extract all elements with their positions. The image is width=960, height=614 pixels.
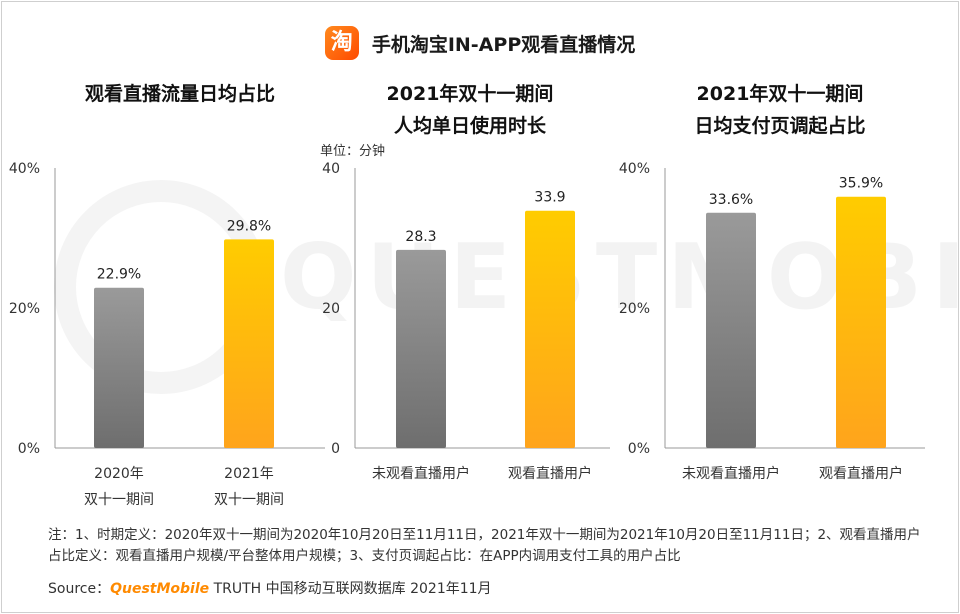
panel-1-title-line-1: 观看直播流量日均占比 (84, 83, 275, 105)
source-brand: QuestMobile (110, 581, 210, 597)
taobao-logo-icon: 淘 (324, 26, 359, 60)
source-line: Source：QuestMobile TRUTH 中国移动互联网数据库 2021… (48, 578, 492, 598)
panel-3-y-tick-label: 20% (619, 301, 650, 317)
panel-3-bar-1-value-label: 33.6% (709, 192, 753, 208)
panel-3-category-label: 未观看直播用户 (682, 465, 780, 482)
panel-2-bar-2 (525, 210, 575, 448)
panel-2-title-line-1: 2021年双十一期间 (386, 83, 554, 105)
panel-3-bar-2-value-label: 35.9% (839, 176, 883, 192)
panel-2-y-tick-label: 20 (322, 301, 340, 317)
source-suffix: TRUTH 中国移动互联网数据库 2021年11月 (209, 581, 492, 597)
panel-1-category-label: 2020年 (94, 466, 144, 482)
panel-3-bar-2 (836, 196, 886, 448)
panel-1-title: 观看直播流量日均占比 (30, 78, 330, 110)
panel-2-category-label: 未观看直播用户 (372, 465, 470, 482)
footnote: 注：1、时期定义：2020年双十一期间为2020年10月20日至11月11日，2… (48, 527, 921, 564)
panel-2-bar-1-value-label: 28.3 (405, 229, 436, 245)
panel-1-y-tick-label: 0% (18, 441, 40, 457)
panel-2-title-line-2: 人均单日使用时长 (393, 115, 546, 137)
panel-2-bar-2-value-label: 33.9 (534, 190, 565, 206)
panel-1-bar-2-value-label: 29.8% (227, 218, 271, 234)
panel-1-bar-1 (94, 287, 144, 448)
panel-1-bar-2 (224, 239, 274, 448)
panel-1-category-label: 2021年 (224, 466, 274, 482)
bar-charts: 0% 20% 40% 22.9% 2020年双十一期间 29.8% 2021年双十一期间 0 2… (9, 161, 925, 508)
panel-3-y-tick-label: 0% (628, 441, 650, 457)
panel-3-y-tick-label: 40% (619, 161, 650, 177)
panel-3-bar-1 (706, 212, 756, 448)
panel-1-bar-1-value-label: 22.9% (97, 267, 141, 283)
panel-3-title-line-1: 2021年双十一期间 (696, 83, 864, 105)
panel-1-y-tick-label: 40% (9, 161, 40, 177)
panel-2-y-tick-label: 0 (331, 441, 340, 457)
panel-2-category-label: 观看直播用户 (508, 465, 592, 482)
panel-2-unit-label: 单位：分钟 (320, 144, 386, 159)
panel-1-category-label: 双十一期间 (214, 492, 284, 508)
panel-2-title: 2021年双十一期间 人均单日使用时长 (320, 78, 620, 142)
source-prefix: Source： (48, 581, 111, 597)
panel-1-y-tick-label: 20% (9, 301, 40, 317)
header: 淘 手机淘宝IN-APP观看直播情况 (0, 26, 960, 66)
page-title: 手机淘宝IN-APP观看直播情况 (371, 33, 636, 56)
panel-3-title: 2021年双十一期间 日均支付页调起占比 (630, 78, 930, 142)
panel-3-category-label: 观看直播用户 (819, 465, 903, 482)
panel-2-y-tick-label: 40 (322, 161, 340, 177)
panel-1-category-label: 双十一期间 (84, 492, 154, 508)
panel-3-title-line-2: 日均支付页调起占比 (694, 115, 866, 137)
panel-2-bar-1 (396, 249, 446, 448)
